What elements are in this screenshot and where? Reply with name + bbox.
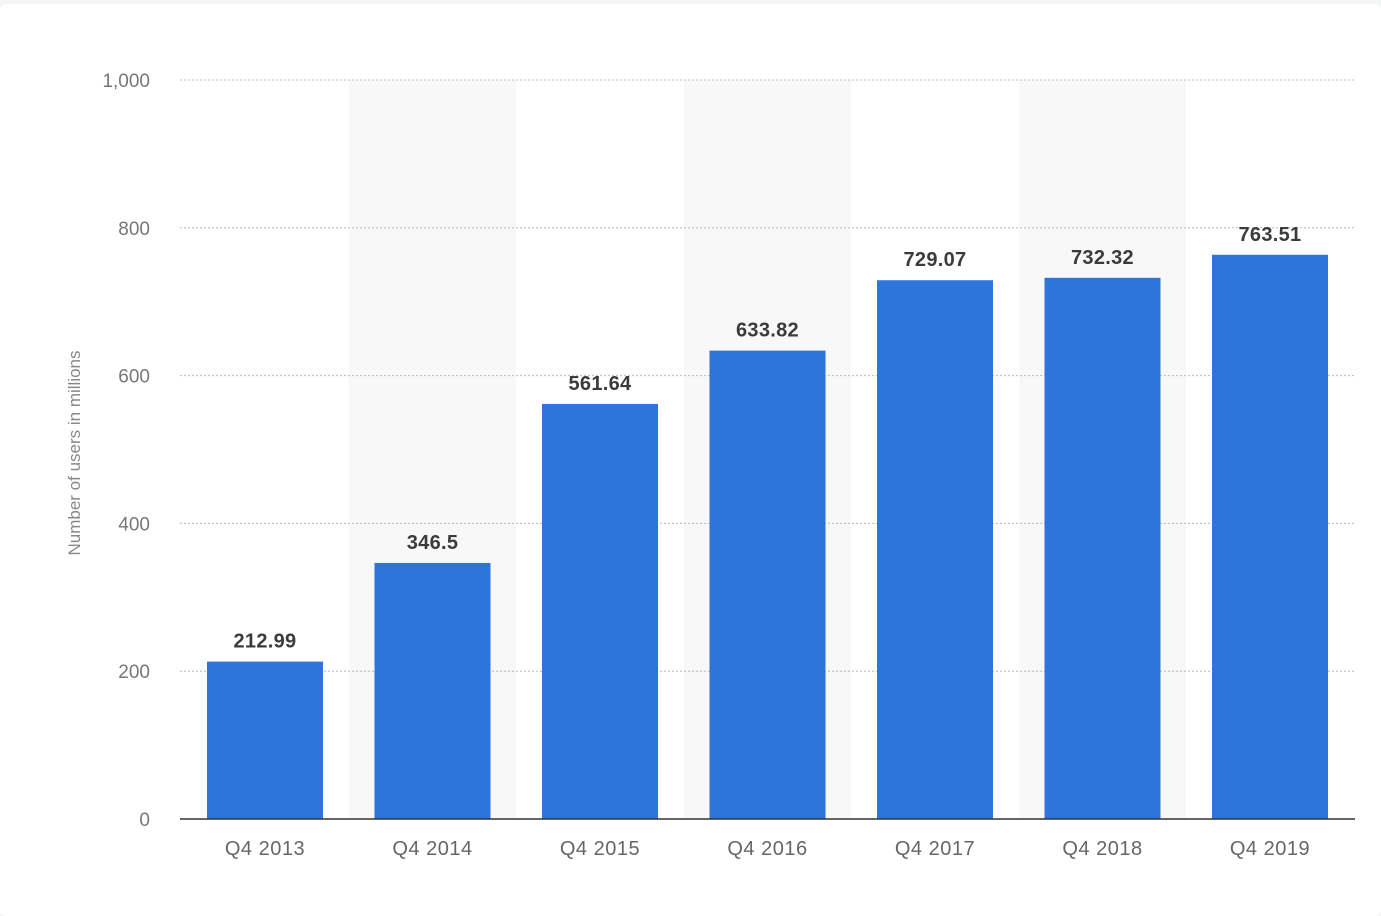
x-tick-label: Q4 2019 xyxy=(1230,838,1310,860)
data-label: 732.32 xyxy=(1071,247,1134,269)
y-tick-label: 0 xyxy=(139,810,150,831)
x-tick-label: Q4 2015 xyxy=(560,838,640,860)
bar xyxy=(207,661,323,819)
y-tick-label: 1,000 xyxy=(102,71,150,92)
data-label: 633.82 xyxy=(736,320,799,342)
bar xyxy=(374,562,491,819)
data-label: 561.64 xyxy=(569,373,633,395)
y-tick-label: 800 xyxy=(118,219,150,240)
data-label: 212.99 xyxy=(234,631,297,653)
bars xyxy=(207,254,1328,819)
bar xyxy=(542,403,658,819)
bar xyxy=(1044,277,1161,819)
bar xyxy=(709,350,826,819)
chart-card: 0 200 400 600 800 1,000 Number of users in mi… xyxy=(0,4,1381,916)
bar xyxy=(1212,254,1328,819)
y-axis-ticks: 0 200 400 600 800 1,000 xyxy=(102,71,150,831)
x-tick-label: Q4 2017 xyxy=(895,838,975,860)
y-tick-label: 600 xyxy=(118,367,150,388)
data-label: 729.07 xyxy=(904,249,967,271)
data-labels: 212.99 346.5 561.64 633.82 729.07 732.32 763.5… xyxy=(234,224,1302,653)
bar-chart: 0 200 400 600 800 1,000 Number of users in mi… xyxy=(65,71,1355,860)
data-label: 346.5 xyxy=(407,532,459,554)
data-label: 763.51 xyxy=(1239,224,1302,246)
x-tick-label: Q4 2018 xyxy=(1062,838,1142,860)
y-tick-label: 400 xyxy=(118,514,150,535)
y-axis-title: Number of users in millions xyxy=(65,350,84,555)
x-axis-labels: Q4 2013 Q4 2014 Q4 2015 Q4 2016 Q4 2017 Q4 20… xyxy=(225,838,1310,860)
x-tick-label: Q4 2014 xyxy=(392,838,472,860)
bar xyxy=(877,280,993,819)
x-tick-label: Q4 2013 xyxy=(225,838,305,860)
x-tick-label: Q4 2016 xyxy=(727,838,807,860)
y-tick-label: 200 xyxy=(118,662,150,683)
